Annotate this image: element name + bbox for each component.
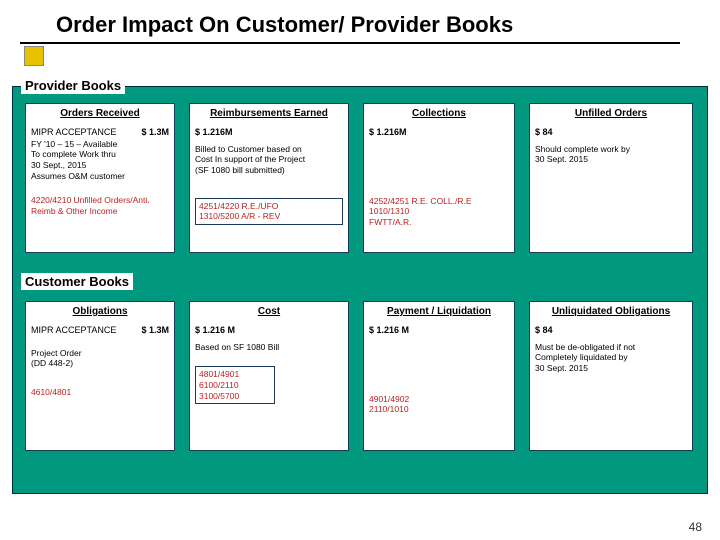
payment-header: Payment / Liquidation [369,306,509,319]
reimbursements-cell: Reimbursements Earned $ 1.216M Billed to… [189,103,349,253]
unfilled-orders-header: Unfilled Orders [535,108,687,121]
orders-received-desc: FY '10 – 15 – Available To complete Work… [31,139,169,182]
orders-received-codes: 4220/4210 Unfilled Orders/Anti. Reimb & … [31,195,169,216]
cost-header: Cost [195,306,343,319]
obligations-desc: Project Order (DD 448-2) [31,348,169,369]
obligations-cell: Obligations MIPR ACCEPTANCE $ 1.3M Proje… [25,301,175,451]
cost-cell: Cost $ 1.216 M Based on SF 1080 Bill 480… [189,301,349,451]
collections-header: Collections [369,108,509,121]
collections-amount: $ 1.216M [369,127,509,138]
unfilled-orders-desc: Should complete work by 30 Sept. 2015 [535,144,687,165]
unliquidated-header: Unliquidated Obligations [535,306,687,319]
unfilled-orders-cell: Unfilled Orders $ 84 Should complete wor… [529,103,693,253]
accent-square [24,46,44,66]
unliquidated-desc: Must be de-obligated if not Completely l… [535,342,687,374]
orders-received-cell: Orders Received MIPR ACCEPTANCE $ 1.3M F… [25,103,175,253]
mipr-amount: $ 1.3M [141,127,169,138]
main-panel: Provider Books Orders Received MIPR ACCE… [12,86,708,494]
page-number: 48 [689,520,702,534]
unliquidated-amount: $ 84 [535,325,687,336]
collections-cell: Collections $ 1.216M 4252/4251 R.E. COLL… [363,103,515,253]
cost-codes: 4801/4901 6100/2110 3100/5700 [195,366,275,404]
slide-title: Order Impact On Customer/ Provider Books [20,0,680,44]
payment-codes: 4901/4902 2110/1010 [369,394,509,415]
obligations-mipr-label: MIPR ACCEPTANCE [31,325,116,335]
reimbursements-desc: Billed to Customer based on Cost In supp… [195,144,343,176]
mipr-label: MIPR ACCEPTANCE [31,127,116,137]
reimbursements-codes: 4251/4220 R.E./UFO 1310/5200 A/R - REV [195,198,343,225]
customer-section-title: Customer Books [21,273,133,290]
payment-cell: Payment / Liquidation $ 1.216 M 4901/490… [363,301,515,451]
obligations-mipr-amount: $ 1.3M [141,325,169,336]
obligations-header: Obligations [31,306,169,319]
cost-amount: $ 1.216 M [195,325,343,336]
provider-section-title: Provider Books [21,77,125,94]
reimbursements-amount: $ 1.216M [195,127,343,138]
unliquidated-cell: Unliquidated Obligations $ 84 Must be de… [529,301,693,451]
collections-codes: 4252/4251 R.E. COLL./R.E 1010/1310 FWTT/… [369,196,509,228]
orders-received-header: Orders Received [31,108,169,121]
obligations-codes: 4610/4801 [31,387,169,398]
payment-amount: $ 1.216 M [369,325,509,336]
cost-desc: Based on SF 1080 Bill [195,342,343,353]
unfilled-orders-amount: $ 84 [535,127,687,138]
reimbursements-header: Reimbursements Earned [195,108,343,121]
